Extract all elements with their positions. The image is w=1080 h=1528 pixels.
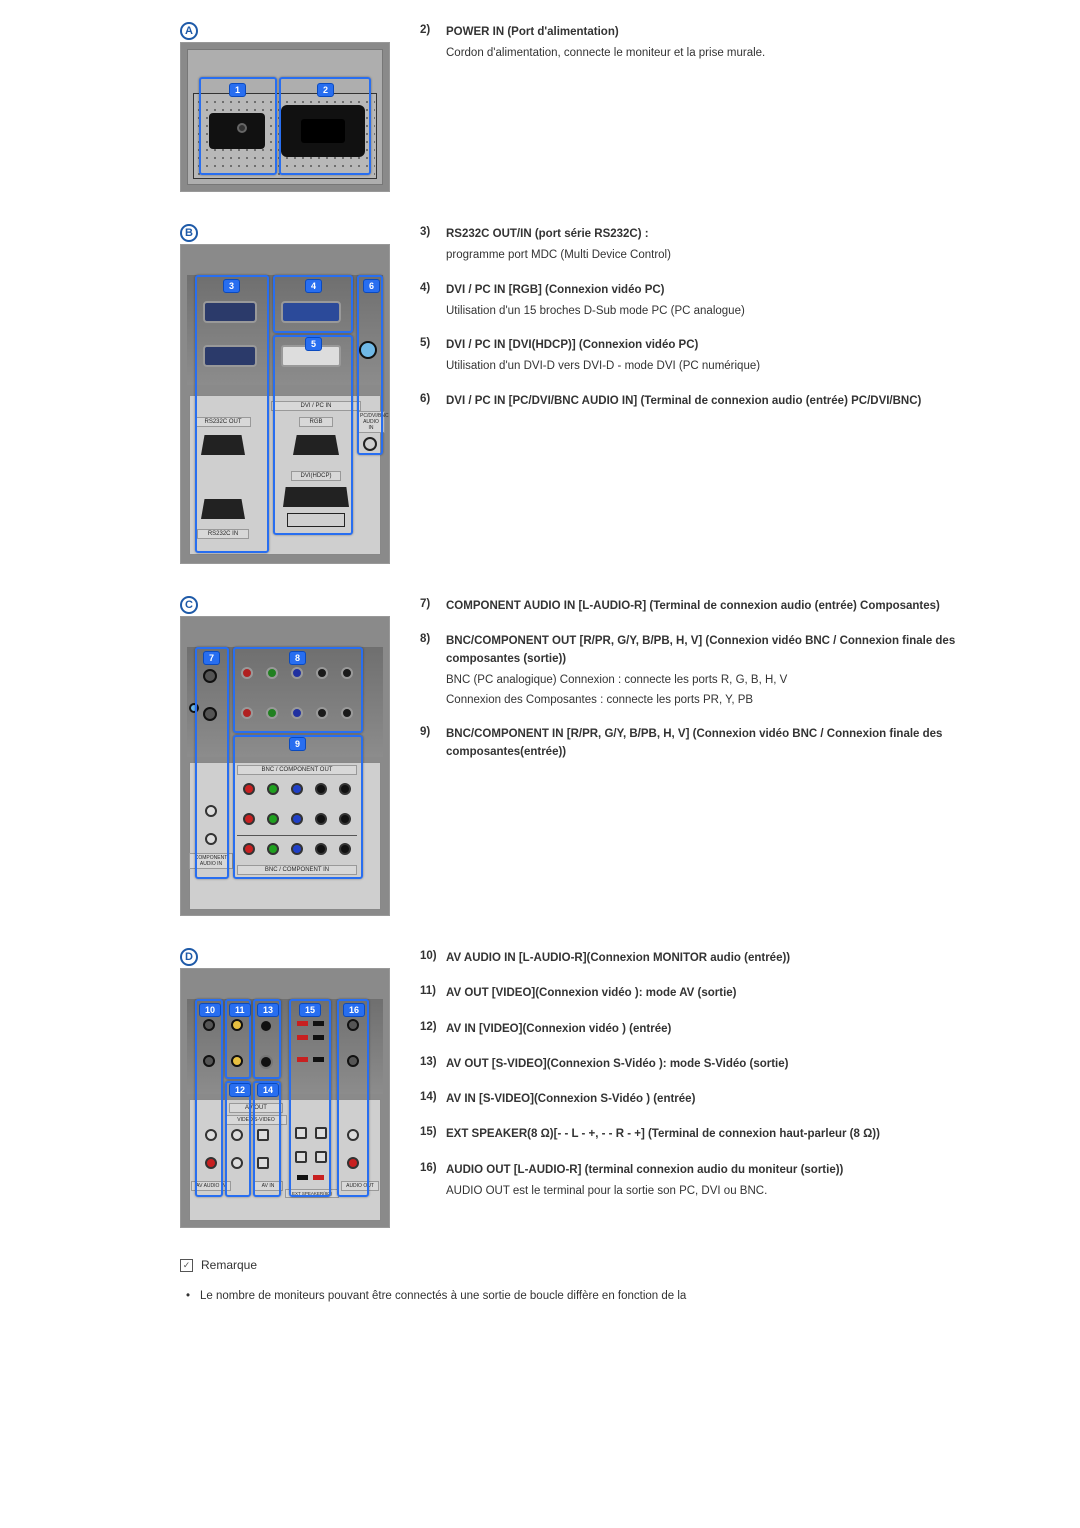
callout-1: 1 — [229, 83, 246, 97]
letter-c: C — [180, 596, 198, 614]
diagram-c: BNC / COMPONENT OUT BNC / COMPONENT IN — [180, 616, 390, 916]
letter-a: A — [180, 22, 198, 40]
callout-3: 3 — [223, 279, 240, 293]
note-icon: ✓ — [180, 1259, 193, 1272]
callout-9: 9 — [289, 737, 306, 751]
diagram-a-col: A 1 2 — [180, 20, 390, 192]
diagram-b: DVI / PC IN RGB PC/DVI/BNC AUDIO IN RS23… — [180, 244, 390, 564]
letter-b: B — [180, 224, 198, 242]
item-2: 2) POWER IN (Port d'alimentation) Cordon… — [420, 24, 960, 66]
section-d: D AV OUT VIDEO S-VIDEO — [180, 946, 960, 1228]
callout-15: 15 — [299, 1003, 321, 1017]
bullet-icon: • — [186, 1288, 190, 1305]
callout-8: 8 — [289, 651, 306, 665]
callout-14: 14 — [257, 1083, 279, 1097]
callout-16: 16 — [343, 1003, 365, 1017]
callout-13: 13 — [257, 1003, 279, 1017]
text-col-b: 3)RS232C OUT/IN (port série RS232C) :pro… — [420, 222, 960, 428]
callout-10: 10 — [199, 1003, 221, 1017]
note-heading: ✓ Remarque — [180, 1258, 960, 1272]
text-col-d: 10)AV AUDIO IN [L-AUDIO-R](Connexion MON… — [420, 946, 960, 1217]
diagram-a: 1 2 — [180, 42, 390, 192]
callout-5: 5 — [305, 337, 322, 351]
text-col-c: 7)COMPONENT AUDIO IN [L-AUDIO-R] (Termin… — [420, 594, 960, 779]
section-c: C BNC / COMPONENT OUT — [180, 594, 960, 916]
callout-12: 12 — [229, 1083, 251, 1097]
letter-d: D — [180, 948, 198, 966]
text-col-a: 2) POWER IN (Port d'alimentation) Cordon… — [420, 20, 960, 80]
callout-4: 4 — [305, 279, 322, 293]
section-b: B DVI / PC IN RGB PC/DVI/BNC AUDIO IN RS… — [180, 222, 960, 564]
note-label: Remarque — [201, 1258, 257, 1272]
callout-6: 6 — [363, 279, 380, 293]
callout-2: 2 — [317, 83, 334, 97]
callout-11: 11 — [229, 1003, 251, 1017]
section-a: A 1 2 2) — [180, 20, 960, 192]
callout-7: 7 — [203, 651, 220, 665]
diagram-d: AV OUT VIDEO S-VIDEO AV AUDIO IN AV IN E… — [180, 968, 390, 1228]
footer-text: • Le nombre de moniteurs pouvant être co… — [180, 1288, 960, 1305]
